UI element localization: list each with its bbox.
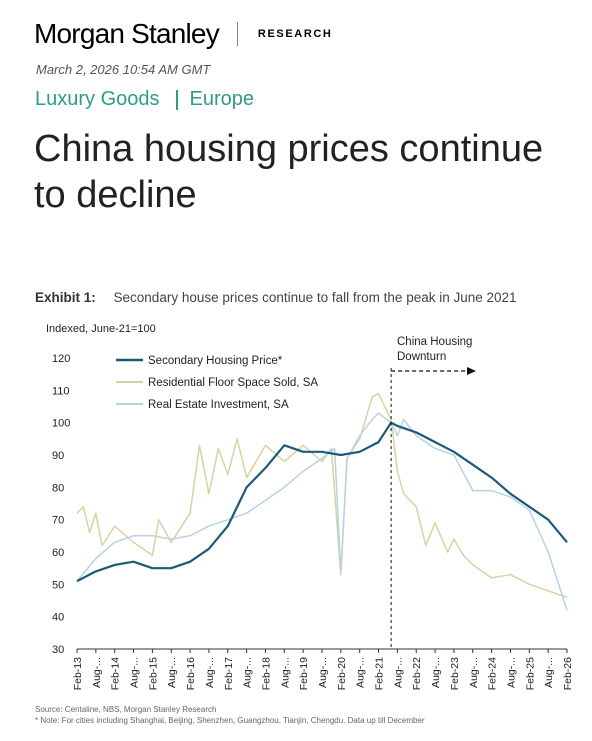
y-tick-label: 80 xyxy=(52,482,64,494)
publish-timestamp: March 2, 2026 10:54 AM GMT xyxy=(36,62,211,77)
downturn-arrow-head xyxy=(467,367,476,375)
x-tick-label: Aug-... xyxy=(468,657,480,688)
y-tick-label: 90 xyxy=(52,450,64,462)
x-tick-label: Feb-21 xyxy=(374,657,386,690)
tag-divider xyxy=(175,89,178,110)
x-tick-label: Aug-... xyxy=(355,657,367,688)
exhibit-label: Exhibit 1: xyxy=(35,290,96,305)
legend-label: Residential Floor Space Sold, SA xyxy=(148,377,318,389)
x-tick-label: Feb-22 xyxy=(411,657,423,690)
x-tick-label: Feb-20 xyxy=(336,657,348,690)
x-tick-label: Feb-13 xyxy=(72,657,84,690)
annotation-label: China Housing xyxy=(397,336,472,348)
footnote: * Note: For cities including Shanghai, B… xyxy=(35,716,425,725)
section-label[interactable]: RESEARCH xyxy=(257,28,333,40)
x-tick-label: Feb-26 xyxy=(562,657,574,690)
y-tick-label: 30 xyxy=(52,644,64,656)
y-tick-label: 70 xyxy=(52,515,64,527)
region-tag[interactable]: Europe xyxy=(189,88,255,110)
x-tick-label: Feb-25 xyxy=(524,657,536,690)
industry-tag[interactable]: Luxury Goods xyxy=(35,88,160,110)
source-note: Source: Centaline, NBS, Morgan Stanley R… xyxy=(35,705,217,714)
x-tick-label: Aug-... xyxy=(505,657,517,688)
x-tick-label: Aug-... xyxy=(91,657,103,688)
y-tick-label: 110 xyxy=(52,385,70,397)
x-tick-label: Aug-... xyxy=(430,657,442,688)
series-line xyxy=(76,421,568,583)
y-axis-title: Indexed, June-21=100 xyxy=(46,323,156,335)
annotation-label: Downturn xyxy=(397,351,446,363)
x-tick-label: Feb-23 xyxy=(449,657,461,690)
y-tick-label: 60 xyxy=(52,547,64,559)
x-tick-label: Aug-... xyxy=(392,657,404,688)
brand-logo: Morgan Stanley xyxy=(34,18,220,49)
x-tick-label: Aug-... xyxy=(279,657,291,688)
x-tick-label: Aug-... xyxy=(129,657,141,688)
legend-label: Real Estate Investment, SA xyxy=(148,399,289,411)
y-tick-label: 50 xyxy=(52,579,64,591)
series-line xyxy=(76,412,568,611)
y-tick-label: 40 xyxy=(52,612,64,624)
x-tick-label: Feb-19 xyxy=(298,657,310,690)
x-tick-label: Feb-15 xyxy=(147,657,159,690)
x-tick-label: Feb-16 xyxy=(185,657,197,690)
x-tick-label: Aug-... xyxy=(543,657,555,688)
line-chart: Indexed, June-21=100 30 40 50 60 70 80 90 100 110… xyxy=(46,323,574,690)
y-tick-label: 100 xyxy=(52,418,70,430)
x-tick-label: Aug-... xyxy=(166,657,178,688)
x-tick-label: Feb-24 xyxy=(487,657,499,690)
y-tick-label: 120 xyxy=(52,353,70,365)
exhibit-caption: Exhibit 1: Secondary house prices contin… xyxy=(35,290,517,305)
topic-tags: Luxury Goods Europe xyxy=(35,88,254,111)
x-tick-label: Feb-14 xyxy=(110,657,122,690)
legend-label: Secondary Housing Price* xyxy=(148,355,283,367)
article-headline: China housing prices continue to decline xyxy=(34,128,544,216)
header-divider xyxy=(236,22,238,46)
report-header: Morgan Stanley RESEARCH xyxy=(34,18,332,50)
x-tick-label: Feb-17 xyxy=(223,657,235,690)
x-tick-label: Aug-... xyxy=(317,657,329,688)
x-tick-label: Feb-18 xyxy=(260,657,272,690)
x-tick-label: Aug-... xyxy=(242,657,254,688)
x-tick-label: Aug-... xyxy=(204,657,216,688)
exhibit-title: Secondary house prices continue to fall … xyxy=(113,290,517,305)
